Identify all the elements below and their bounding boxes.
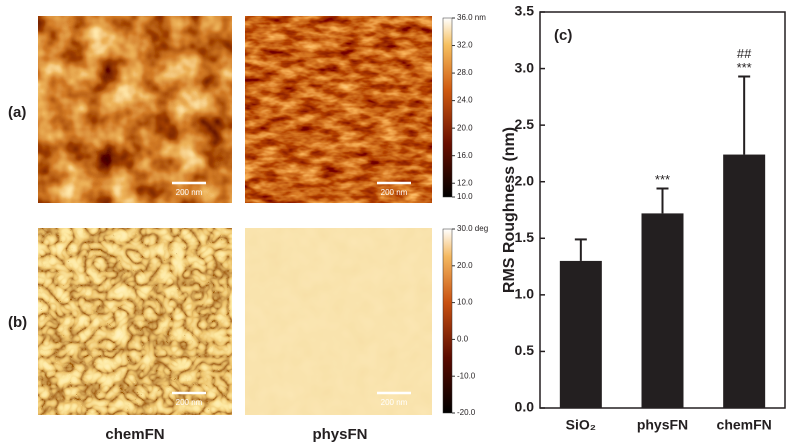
bar <box>723 154 766 408</box>
afm-phase-physfn <box>244 227 433 416</box>
colorbar <box>442 228 453 414</box>
colorbar-tick-label: 32.0 <box>457 41 473 50</box>
colorbar-tick-label: 20.0 <box>457 123 473 132</box>
y-tick-label: 0.5 <box>515 342 535 358</box>
panel-label: (c) <box>554 27 572 44</box>
colorbar <box>442 17 453 198</box>
colorbar-tick-label: 28.0 <box>457 68 473 77</box>
significance-label: ## <box>737 46 752 61</box>
y-tick-label: 1.5 <box>515 229 535 245</box>
scale-bar-label: 200 nm <box>381 398 408 407</box>
colorbar-tick-label: -20.0 <box>457 408 476 417</box>
afm-height-physfn <box>244 15 433 204</box>
bar <box>641 213 684 408</box>
colorbar-tick-label: 20.0 <box>457 261 473 270</box>
x-tick-label: physFN <box>637 417 688 433</box>
scale-bars <box>172 181 411 395</box>
colorbar-tick-label: 36.0 nm <box>457 13 486 22</box>
scale-bar-label: 200 nm <box>381 188 408 197</box>
x-tick-label: chemFN <box>717 417 772 433</box>
colorbar-tick-label: 10.0 <box>457 298 473 307</box>
y-tick-label: 1.0 <box>515 286 535 302</box>
panel-label: (b) <box>8 314 27 331</box>
colorbar-tick-label: 10.0 <box>457 192 473 201</box>
image-label: chemFN <box>105 426 164 443</box>
x-tick-label: SiO₂ <box>566 417 596 433</box>
y-tick-label: 3.0 <box>515 59 535 75</box>
y-tick-label: 3.5 <box>515 3 535 19</box>
colorbar-tick-label: 0.0 <box>457 335 469 344</box>
significance-label: *** <box>737 60 752 75</box>
panel-label: (a) <box>8 104 26 121</box>
y-tick-label: 2.0 <box>515 172 535 188</box>
colorbar-tick-label: 24.0 <box>457 96 473 105</box>
colorbar-tick-label: 12.0 <box>457 178 473 187</box>
scale-bar-label: 200 nm <box>176 188 203 197</box>
y-axis-label: RMS Roughness (nm) <box>501 127 518 293</box>
afm-height-chemfn <box>37 15 233 204</box>
scale-bar-label: 200 nm <box>176 398 203 407</box>
y-tick-label: 0.0 <box>515 399 535 415</box>
colorbar-tick-label: -10.0 <box>457 371 476 380</box>
colorbar-tick-label: 16.0 <box>457 151 473 160</box>
afm-phase-chemfn <box>37 227 233 416</box>
significance-label: *** <box>655 172 670 187</box>
colorbar-tick-label: 30.0 deg <box>457 224 488 233</box>
image-label: physFN <box>312 426 367 443</box>
y-tick-label: 2.5 <box>515 116 535 132</box>
bar <box>559 260 602 408</box>
